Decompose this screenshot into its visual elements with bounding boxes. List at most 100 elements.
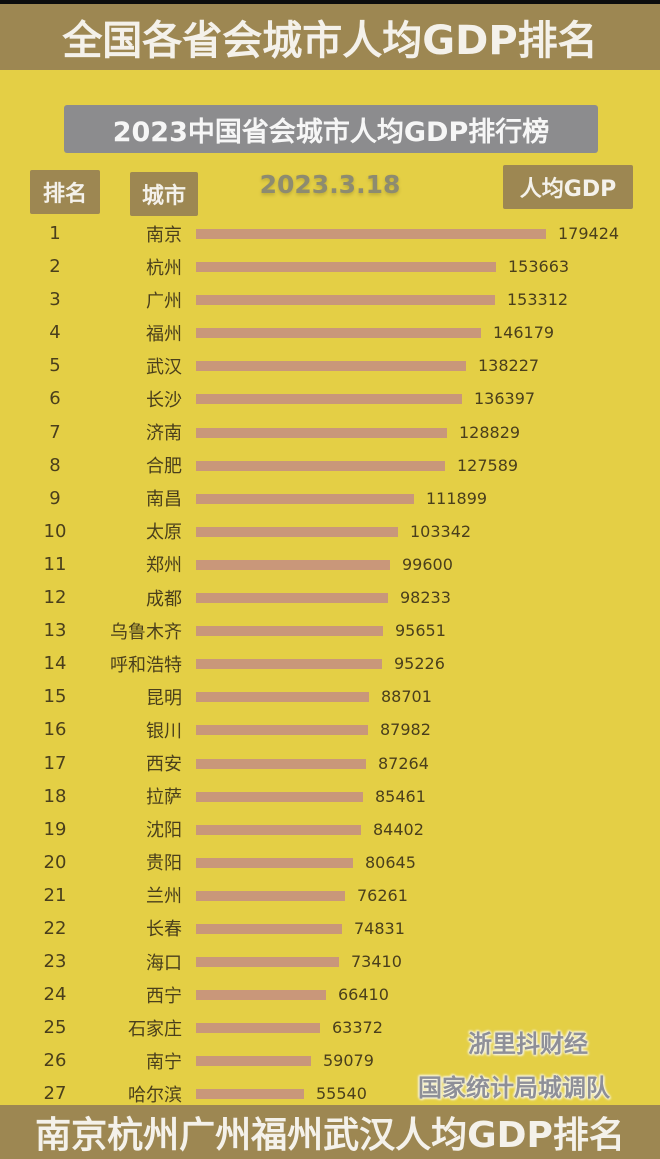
gdp-value-label: 153663 — [508, 257, 570, 277]
chart-row: 1 南京 179424 — [0, 217, 660, 250]
gdp-bar — [196, 1056, 311, 1067]
rank-label: 22 — [43, 917, 67, 939]
rank-label: 17 — [43, 752, 67, 774]
gdp-bar — [196, 394, 462, 405]
gdp-bar — [196, 923, 342, 934]
gdp-value-label: 59079 — [323, 1051, 374, 1071]
gdp-bar — [196, 526, 398, 537]
city-label: 兰州 — [146, 886, 182, 908]
chart-row: 23 海口 73410 — [0, 945, 660, 978]
gdp-value-label: 87264 — [378, 753, 429, 773]
rank-label: 21 — [43, 884, 67, 906]
city-label: 乌鲁木齐 — [110, 621, 182, 643]
chart-row: 13 乌鲁木齐 95651 — [0, 614, 660, 647]
chart-row: 2 杭州 153663 — [0, 250, 660, 283]
gdp-bar — [196, 890, 345, 901]
top-edge — [0, 0, 660, 4]
gdp-bar — [196, 957, 339, 968]
city-label: 石家庄 — [128, 1018, 182, 1040]
chart-row: 27 哈尔滨 55540 — [0, 1077, 660, 1110]
rank-label: 20 — [43, 851, 67, 873]
city-label: 南昌 — [146, 489, 182, 511]
gdp-bar — [196, 791, 363, 802]
gdp-value-label: 98233 — [400, 588, 451, 608]
rank-label: 9 — [49, 487, 61, 509]
gdp-value-label: 138227 — [478, 356, 540, 376]
gdp-bar — [196, 427, 447, 438]
gdp-value-label: 128829 — [459, 422, 521, 442]
chart-row: 8 合肥 127589 — [0, 449, 660, 482]
chart-row: 17 西安 87264 — [0, 747, 660, 780]
rank-label: 8 — [49, 454, 61, 476]
gdp-bar — [196, 824, 361, 835]
gdp-value-label: 95651 — [395, 621, 446, 641]
city-label: 武汉 — [146, 356, 182, 378]
gdp-bar — [196, 758, 366, 769]
city-label: 银川 — [146, 720, 182, 742]
city-label: 西安 — [146, 754, 182, 775]
gdp-value-label: 85461 — [375, 786, 426, 806]
city-label: 福州 — [146, 323, 182, 345]
gdp-value-label: 84402 — [373, 819, 424, 839]
city-label: 郑州 — [146, 555, 182, 577]
city-label: 呼和浩特 — [110, 654, 182, 676]
city-label: 贵阳 — [146, 853, 182, 875]
rank-label: 12 — [43, 587, 67, 609]
gdp-value-label: 55540 — [316, 1084, 367, 1104]
rank-label: 5 — [49, 355, 61, 377]
chart-row: 24 西宁 66410 — [0, 978, 660, 1011]
chart-row: 5 武汉 138227 — [0, 349, 660, 382]
city-label: 沈阳 — [146, 820, 182, 842]
rank-label: 19 — [43, 818, 67, 840]
gdp-value-label: 66410 — [338, 985, 389, 1005]
chart-row: 3 广州 153312 — [0, 283, 660, 316]
city-label: 成都 — [146, 588, 182, 610]
gdp-value-label: 103342 — [410, 521, 472, 541]
gdp-value-label: 95226 — [394, 654, 445, 674]
gdp-bar — [196, 361, 466, 372]
chart-row: 21 兰州 76261 — [0, 879, 660, 912]
gdp-value-label: 76261 — [357, 885, 408, 905]
gdp-bar — [196, 659, 382, 670]
rank-label: 1 — [49, 223, 61, 244]
gdp-bar — [196, 593, 388, 604]
gdp-bar — [196, 692, 369, 703]
rank-label: 16 — [43, 719, 67, 741]
city-label: 长春 — [146, 919, 182, 941]
gdp-bar — [196, 725, 368, 736]
rank-label: 10 — [43, 520, 67, 542]
city-label: 西宁 — [146, 985, 182, 1007]
gdp-value-label: 74831 — [354, 918, 405, 938]
gdp-value-label: 136397 — [474, 389, 536, 409]
gdp-value-label: 153312 — [507, 290, 569, 310]
rank-label: 25 — [43, 1017, 67, 1039]
gdp-value-label: 179424 — [558, 224, 620, 243]
chart-date: 2023.3.18 — [259, 169, 401, 199]
city-label: 长沙 — [146, 389, 182, 411]
city-label: 昆明 — [146, 687, 182, 709]
watermark-source: 国家统计局城调队 — [418, 1074, 610, 1102]
city-label: 合肥 — [146, 456, 182, 478]
chart-row: 6 长沙 136397 — [0, 382, 660, 415]
rank-label: 23 — [43, 951, 67, 973]
city-column-header: 城市 — [130, 172, 198, 216]
chart-row: 16 银川 87982 — [0, 713, 660, 746]
city-label: 南京 — [146, 224, 182, 246]
bottom-banner-title: 南京杭州广州福州武汉人均GDP排名 — [0, 1105, 660, 1159]
city-label: 拉萨 — [146, 787, 182, 809]
rank-label: 18 — [43, 785, 67, 807]
city-label: 太原 — [146, 522, 182, 544]
city-label: 济南 — [146, 423, 182, 445]
rank-label: 13 — [43, 620, 67, 642]
rank-label: 14 — [43, 653, 67, 675]
rank-label: 27 — [43, 1083, 67, 1105]
chart-row: 19 沈阳 84402 — [0, 813, 660, 846]
top-banner-title: 全国各省会城市人均GDP排名 — [0, 4, 660, 70]
chart-row: 14 呼和浩特 95226 — [0, 647, 660, 680]
gdp-bar — [196, 1089, 304, 1100]
rank-label: 4 — [49, 322, 61, 344]
city-label: 南宁 — [146, 1051, 182, 1073]
gdp-bar — [196, 559, 390, 570]
chart-row: 26 南宁 59079 — [0, 1044, 660, 1077]
